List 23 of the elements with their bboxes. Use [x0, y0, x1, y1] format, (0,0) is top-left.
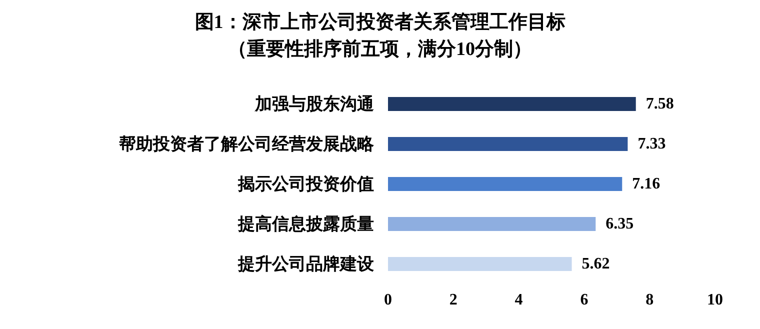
- y-tick-label: 提升公司品牌建设: [237, 254, 375, 274]
- y-tick-label: 加强与股东沟通: [254, 94, 374, 114]
- x-tick-label: 2: [449, 292, 458, 308]
- data-label: 7.33: [638, 136, 666, 152]
- bar: [388, 257, 572, 271]
- bar: [388, 137, 628, 151]
- bar: [388, 177, 622, 191]
- data-label: 5.62: [582, 256, 610, 272]
- y-tick-label: 帮助投资者了解公司经营发展战略: [118, 134, 375, 154]
- x-tick-label: 8: [646, 292, 654, 308]
- y-tick-label: 揭示公司投资价值: [237, 174, 374, 194]
- x-tick-label: 10: [707, 292, 723, 308]
- bar: [388, 97, 636, 111]
- data-label: 7.58: [646, 96, 674, 112]
- data-label: 7.16: [632, 176, 660, 192]
- x-tick-label: 0: [384, 292, 392, 308]
- y-tick-label: 提高信息披露质量: [237, 214, 374, 234]
- chart-title: 图1：深市上市公司投资者关系管理工作目标: [194, 11, 566, 33]
- x-tick-label: 6: [580, 292, 588, 308]
- data-label: 6.35: [606, 216, 634, 232]
- chart-subtitle: （重要性排序前五项，满分10分制）: [228, 38, 532, 60]
- x-tick-label: 4: [514, 292, 523, 308]
- bar: [388, 217, 596, 231]
